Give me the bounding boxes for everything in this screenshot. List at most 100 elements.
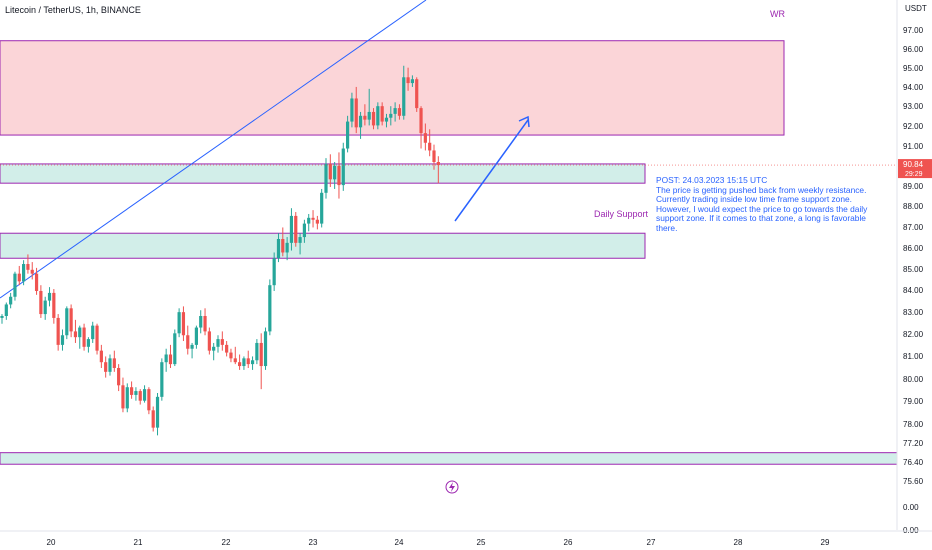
candle-body — [151, 410, 155, 428]
candle-body — [39, 290, 43, 315]
candle-body — [34, 273, 39, 291]
candle-body — [324, 163, 328, 193]
x-tick-label: 23 — [309, 538, 318, 547]
candle-body — [281, 239, 285, 253]
candle-body — [419, 108, 423, 134]
bolt-glyph — [449, 482, 455, 492]
candle-body — [138, 391, 142, 401]
candle-body — [294, 215, 298, 243]
candle-body — [108, 358, 112, 372]
y-axis-unit: USDT — [905, 4, 927, 13]
candle-body — [298, 237, 302, 243]
y-tick-label: 91.00 — [903, 142, 924, 151]
candle-body — [371, 111, 376, 126]
x-tick-label: 21 — [134, 538, 143, 547]
y-tick-label: 96.00 — [903, 45, 924, 54]
y-tick-label: 93.00 — [903, 102, 924, 111]
candle-body — [190, 344, 194, 349]
candle-body — [423, 133, 427, 143]
candle-body — [307, 217, 311, 224]
y-tick-label: 75.60 — [903, 477, 924, 486]
zone-resistance-0 — [0, 40, 785, 136]
y-tick-label: 97.00 — [903, 26, 924, 35]
candle-body — [30, 269, 34, 274]
analysis-note: POST: 24.03.2023 15:15 UTC The price is … — [656, 175, 886, 234]
y-tick-label: 77.20 — [903, 439, 924, 448]
candle-body — [125, 387, 129, 409]
candle-body — [268, 285, 272, 332]
candle-body — [142, 389, 147, 401]
zone-support-1 — [0, 163, 646, 184]
y-tick-label: 92.00 — [903, 122, 924, 131]
candle-body — [328, 163, 332, 180]
y-tick-label: 80.00 — [903, 375, 924, 384]
projection-arrow — [454, 119, 529, 222]
candle-body — [177, 312, 181, 334]
zone-support-2 — [0, 232, 646, 259]
candle-body — [17, 273, 21, 282]
note-date: POST: 24.03.2023 15:15 UTC — [656, 175, 768, 185]
candle-body — [121, 385, 125, 409]
x-tick-label: 26 — [564, 538, 573, 547]
candle-body — [276, 239, 281, 259]
candle-body — [289, 215, 294, 243]
candle-body — [173, 333, 177, 365]
candle-body — [363, 115, 367, 120]
candle-body — [26, 264, 30, 270]
candle-body — [358, 115, 363, 128]
candle-body — [73, 331, 78, 338]
note-body: The price is getting pushed back from we… — [656, 184, 868, 233]
candle-body — [341, 148, 345, 186]
candle-body — [406, 77, 410, 84]
y-tick-label: 95.00 — [903, 64, 924, 73]
candle-body — [99, 350, 103, 363]
candle-body — [60, 335, 65, 345]
candle-body — [164, 354, 168, 363]
candle-body — [117, 367, 121, 386]
candle-body — [320, 192, 324, 224]
candle-body — [82, 327, 86, 347]
candle-body — [91, 325, 95, 340]
candle-body — [186, 335, 190, 349]
y-tick-label: 94.00 — [903, 83, 924, 92]
zone-label-daily-support: Daily Support — [594, 209, 649, 219]
candle-body — [393, 108, 397, 114]
candle-body — [194, 327, 198, 345]
candle-body — [225, 344, 229, 353]
y-tick-label: 85.00 — [903, 265, 924, 274]
y-tick-label: 78.00 — [903, 420, 924, 429]
price-tag — [898, 159, 932, 179]
x-tick-label: 20 — [47, 538, 56, 547]
y-tick-label: 79.00 — [903, 397, 924, 406]
price-tag-countdown: 29:29 — [905, 171, 923, 178]
candle-body — [337, 165, 341, 186]
candle-body — [47, 292, 52, 301]
x-tick-label: 27 — [647, 538, 656, 547]
candle-body — [216, 339, 220, 347]
candle-body — [147, 389, 151, 411]
candle-body — [376, 106, 380, 126]
trend-line — [0, 0, 427, 299]
candle-body — [311, 217, 315, 220]
candle-body — [346, 121, 350, 149]
symbol-title: Litecoin / TetherUS, 1h, BINANCE — [5, 5, 141, 15]
candle-body — [134, 391, 138, 395]
candle-body — [397, 108, 402, 116]
candle-body — [155, 396, 160, 428]
candle-body — [43, 300, 47, 315]
candle-body — [410, 79, 414, 84]
zone-label-wr: WR — [770, 9, 785, 19]
x-tick-label: 29 — [821, 538, 830, 547]
candle-body — [9, 296, 13, 305]
candle-body — [436, 162, 440, 166]
candle-body — [255, 342, 259, 361]
candle-body — [259, 342, 263, 367]
candle-body — [207, 331, 211, 351]
y-tick-label: 76.40 — [903, 458, 924, 467]
x-tick-label: 22 — [222, 538, 231, 547]
y-tick-label: 81.00 — [903, 352, 924, 361]
candle-body — [238, 362, 242, 367]
candle-body — [22, 264, 26, 282]
candle-body — [65, 308, 69, 336]
